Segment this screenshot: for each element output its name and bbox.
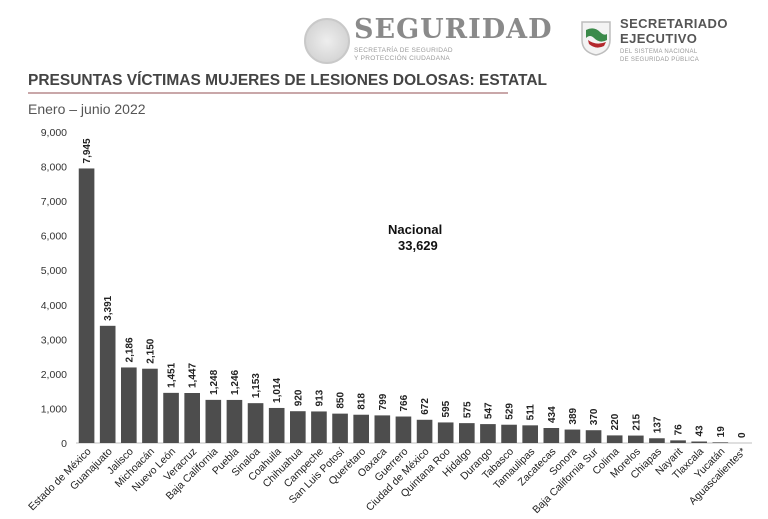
data-label: 766 <box>399 394 410 411</box>
data-label: 370 <box>589 408 600 425</box>
title-divider <box>28 92 508 94</box>
sesnsp-title-line2: EJECUTIVO <box>620 31 698 46</box>
data-label: 595 <box>441 400 452 417</box>
data-label: 672 <box>420 398 431 415</box>
chart-subtitle: Enero – junio 2022 <box>28 101 146 117</box>
bar <box>416 419 433 443</box>
data-label: 137 <box>652 416 663 433</box>
data-label: 913 <box>314 389 325 406</box>
bar <box>606 435 623 443</box>
data-label: 43 <box>695 425 706 437</box>
data-label: 1,248 <box>209 369 220 394</box>
y-tick-label: 4,000 <box>41 300 67 312</box>
y-tick-label: 2,000 <box>41 369 67 381</box>
bar <box>543 428 560 443</box>
data-label: 220 <box>610 413 621 430</box>
data-label: 3,391 <box>103 295 114 320</box>
bar <box>564 429 581 443</box>
seguridad-sub-line1: SECRETARÍA DE SEGURIDAD <box>354 47 453 54</box>
y-tick-label: 5,000 <box>41 265 67 277</box>
y-tick-label: 0 <box>61 438 67 450</box>
bar <box>522 425 538 443</box>
sesnsp-sub-line1: DEL SISTEMA NACIONAL <box>620 49 698 55</box>
bar <box>311 411 327 443</box>
data-label: 2,150 <box>145 338 156 363</box>
national-seal-icon <box>304 18 350 64</box>
data-label: 19 <box>716 426 727 438</box>
bar <box>163 392 179 443</box>
data-label: 529 <box>505 403 516 420</box>
sesnsp-title-line1: SECRETARIADO <box>620 16 728 31</box>
bar <box>142 368 158 443</box>
y-tick-label: 1,000 <box>41 403 67 415</box>
sesnsp-shield-icon <box>581 21 611 56</box>
bar <box>121 367 137 443</box>
data-label: 1,447 <box>188 363 199 388</box>
bar <box>395 416 412 443</box>
bar <box>353 414 369 443</box>
data-label: 434 <box>547 406 558 423</box>
bar <box>437 422 454 443</box>
seguridad-logo: SEGURIDAD SECRETARÍA DE SEGURIDAD Y PROT… <box>300 12 560 72</box>
y-tick-label: 8,000 <box>41 162 67 174</box>
bar <box>247 403 264 443</box>
bar <box>268 407 285 443</box>
y-tick-label: 9,000 <box>41 127 67 139</box>
data-label: 547 <box>483 402 494 419</box>
y-tick-label: 7,000 <box>41 196 67 208</box>
national-total-label: Nacional <box>388 222 443 237</box>
bar <box>226 399 243 443</box>
data-label: 1,246 <box>230 369 241 394</box>
data-label: 920 <box>293 389 304 406</box>
bar <box>184 393 200 443</box>
y-tick-label: 6,000 <box>41 231 67 243</box>
sesnsp-logo: SECRETARIADO EJECUTIVO DEL SISTEMA NACIO… <box>578 14 758 70</box>
chart-title: PRESUNTAS VÍCTIMAS MUJERES DE LESIONES D… <box>28 72 548 89</box>
data-label: 76 <box>674 424 685 436</box>
data-label: 511 <box>526 404 537 421</box>
sesnsp-subtitle: DEL SISTEMA NACIONAL DE SEGURIDAD PÚBLIC… <box>620 49 699 64</box>
sesnsp-sub-line2: DE SEGURIDAD PÚBLICA <box>620 56 700 63</box>
national-total-value: 33,629 <box>398 238 438 253</box>
seguridad-title: SEGURIDAD <box>354 14 553 45</box>
bar <box>649 438 665 443</box>
data-label: 1,153 <box>251 373 262 398</box>
data-label: 818 <box>357 393 368 410</box>
data-label: 389 <box>568 407 579 424</box>
data-label: 1,451 <box>167 362 178 387</box>
bar <box>459 423 475 443</box>
data-label: 7,945 <box>82 138 93 163</box>
bar <box>290 411 306 443</box>
y-tick-label: 3,000 <box>41 334 67 346</box>
data-label: 850 <box>336 392 347 409</box>
bar <box>691 441 707 443</box>
data-label: 2,186 <box>124 337 135 362</box>
bar <box>585 430 602 443</box>
data-label: 1,014 <box>272 377 283 402</box>
bar <box>205 399 222 443</box>
bar <box>480 424 496 443</box>
bar <box>374 415 391 443</box>
bar <box>670 440 686 443</box>
bar <box>501 424 517 443</box>
bar <box>712 442 729 443</box>
data-label: 215 <box>631 413 642 430</box>
bar <box>99 325 116 443</box>
data-label: 0 <box>737 432 748 438</box>
bar <box>628 435 644 443</box>
bar <box>332 413 348 443</box>
data-label: 799 <box>378 393 389 410</box>
data-label: 575 <box>462 401 473 418</box>
bar <box>78 168 95 443</box>
seguridad-subtitle: SECRETARÍA DE SEGURIDAD Y PROTECCIÓN CIU… <box>354 47 453 63</box>
seguridad-sub-line2: Y PROTECCIÓN CIUDADANA <box>354 55 451 62</box>
